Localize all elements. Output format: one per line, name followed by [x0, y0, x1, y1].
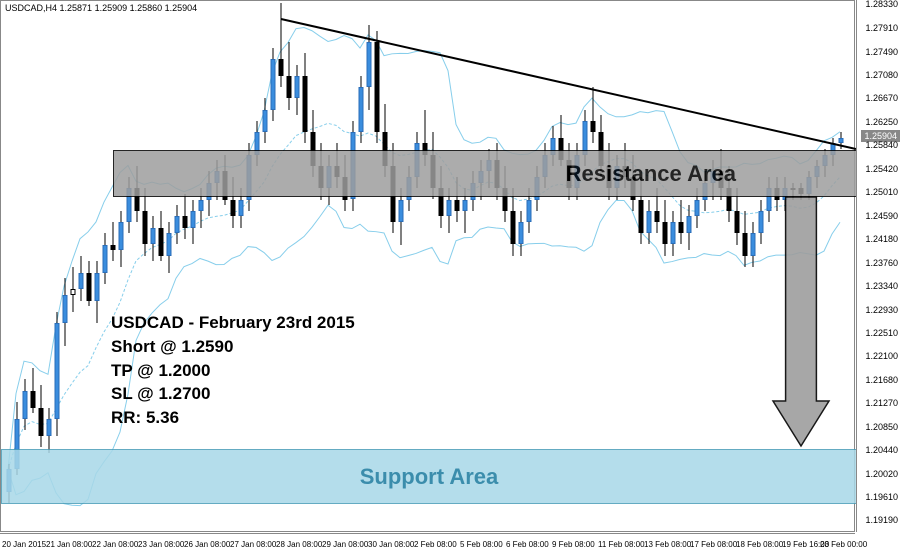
y-axis: 1.25904 1.283301.279101.274901.270801.26… [856, 0, 900, 532]
trade-title: USDCAD - February 23rd 2015 [111, 311, 355, 335]
support-area: Support Area [1, 449, 857, 504]
trade-tp: TP @ 1.2000 [111, 359, 355, 383]
trade-entry: Short @ 1.2590 [111, 335, 355, 359]
support-label: Support Area [360, 464, 499, 490]
x-axis: 20 Jan 201521 Jan 08:0022 Jan 08:0023 Ja… [0, 533, 855, 551]
trade-rr: RR: 5.36 [111, 406, 355, 430]
resistance-area: Resistance Area [113, 150, 857, 197]
trade-sl: SL @ 1.2700 [111, 382, 355, 406]
trade-info-panel: USDCAD - February 23rd 2015 Short @ 1.25… [111, 311, 355, 430]
chart-area[interactable]: USDCAD,H4 1.25871 1.25909 1.25860 1.2590… [0, 0, 855, 532]
resistance-label: Resistance Area [566, 161, 736, 187]
